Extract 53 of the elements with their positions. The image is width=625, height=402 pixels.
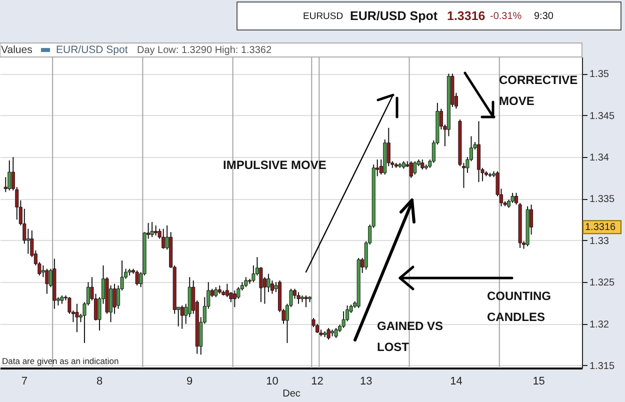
y-tick-label: 1.345 [590,110,615,122]
candlestick [232,290,236,308]
x-tick-label: 9 [186,376,193,388]
x-tick-label: 13 [360,376,372,388]
legend-title: Values [1,44,32,56]
x-tick-label: 14 [450,376,462,388]
candlestick [244,276,248,288]
candlestick [514,192,518,206]
candlestick [409,160,413,178]
x-tick-label: 7 [21,376,28,388]
candlestick [326,327,330,340]
x-tick-label: 8 [96,376,103,388]
text: 1.3316 [447,9,486,23]
candlestick [75,303,79,333]
y-tick-label: 1.335 [590,194,615,206]
y-tick-label: 1.32 [590,319,610,330]
candlestick [45,268,49,294]
y-tick-label: 1.325 [590,278,615,289]
text: Day Low: 1.3290 High: 1.3362 [137,45,272,56]
candlestick [180,304,184,330]
y-tick-label: 1.33 [590,236,610,247]
candlestick [420,159,424,170]
candlestick [162,228,166,250]
y-tick-label: 1.34 [590,152,610,164]
x-axis-title: Dec [282,388,300,400]
x-tick-label: 12 [311,376,324,388]
text: -0.31% [490,11,522,22]
annotation: 1.3316 [585,222,616,234]
candlestick [214,286,218,298]
candlestick [296,292,300,304]
candlestick [135,270,139,286]
chart-title: EUR/USD Spot [350,9,438,23]
annotation: Data are given as an indication [2,356,119,366]
candlestick [225,283,229,298]
annotation: COUNTING CANDLES [487,289,551,324]
annotation: IMPULSIVE MOVE [223,158,326,172]
text: EURUSD [303,11,344,22]
x-tick-label: 10 [266,376,278,388]
candlestick [112,283,116,314]
candlestick [266,273,270,293]
text: 9:30 [534,11,554,22]
candlestick [413,160,417,176]
y-tick-label: 1.35 [590,69,610,80]
candlestick [150,222,154,238]
y-tick-label: 1.315 [590,361,615,372]
candlestick [304,294,308,308]
text: EUR/USD Spot [56,44,128,56]
candlestick [334,327,338,338]
candlestick [154,224,158,236]
annotation: CORRECTIVE MOVE [499,73,578,108]
candlestick [8,160,12,191]
annotation: GAINED VS LOST [377,319,444,354]
x-tick-label: 15 [532,376,545,388]
